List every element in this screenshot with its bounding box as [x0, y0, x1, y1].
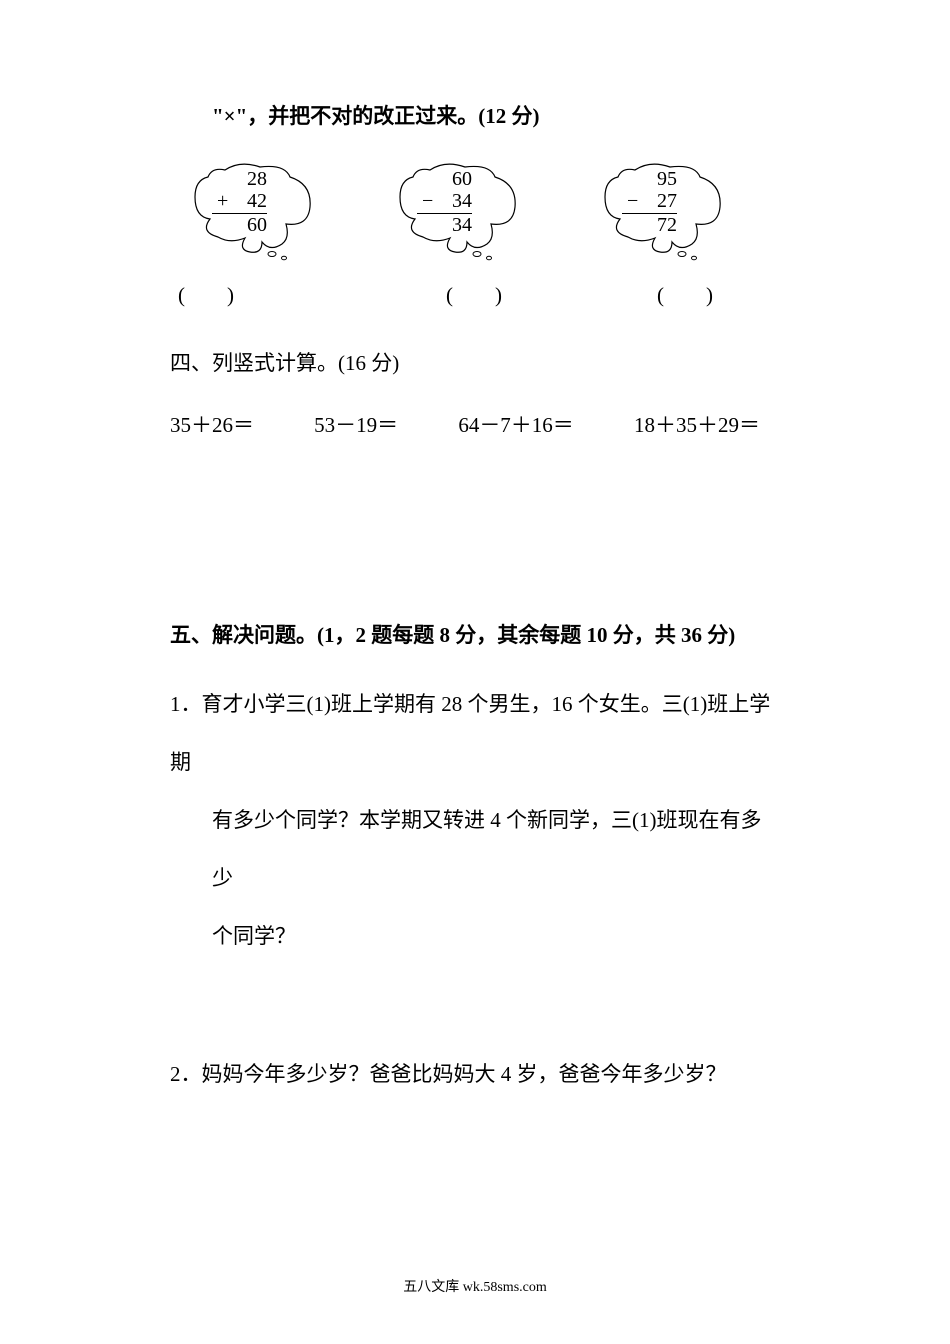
cloud-1-op: +	[217, 190, 235, 212]
calc-a: 35＋26＝	[170, 409, 254, 439]
cloud-3: 95 −27 72	[600, 162, 750, 257]
cloud-1: 28 +42 60	[190, 162, 340, 257]
cloud-2-bot: 34	[440, 214, 472, 236]
cloud-1-math: 28 +42 60	[212, 168, 267, 236]
paren-1: ( )	[178, 279, 348, 309]
parens-row: ( ) ( ) ( )	[170, 279, 780, 309]
cloud-2-math: 60 −34 34	[417, 168, 472, 236]
cloud-1-wrap: 28 +42 60	[190, 162, 370, 257]
question-1-num: 1．	[170, 692, 202, 716]
footer-text: 五八文库 wk.58sms.com	[403, 1280, 547, 1295]
cloud-2: 60 −34 34	[395, 162, 545, 257]
paren-1-r: )	[227, 283, 234, 307]
calc-b: 53－19＝	[314, 409, 398, 439]
calc-c: 64－7＋16＝	[458, 409, 574, 439]
paren-2-l: (	[446, 283, 453, 307]
instruction-tail: "×"，并把不对的改正过来。(12 分)	[170, 100, 780, 130]
cloud-3-bot: 72	[645, 214, 677, 236]
cloud-2-top: 60	[440, 168, 472, 190]
cloud-1-top: 28	[235, 168, 267, 190]
question-2-line-1: 妈妈今年多少岁？爸爸比妈妈大 4 岁，爸爸今年多少岁？	[202, 1062, 727, 1086]
paren-1-gap	[185, 283, 227, 307]
cloud-2-mid: 34	[440, 190, 472, 212]
question-2: 2．妈妈今年多少岁？爸爸比妈妈大 4 岁，爸爸今年多少岁？	[170, 1045, 780, 1103]
section-5-title-text: 五、解决问题。(1，2 题每题 8 分，其余每题 10 分，共 36 分)	[170, 623, 735, 647]
cloud-1-bot: 60	[235, 214, 267, 236]
paren-2: ( )	[389, 279, 559, 309]
section-4-title: 四、列竖式计算。(16 分)	[170, 347, 780, 377]
question-1: 1．育才小学三(1)班上学期有 28 个男生，16 个女生。三(1)班上学期 有…	[170, 675, 780, 965]
cloud-2-wrap: 60 −34 34	[395, 162, 575, 257]
paren-1-l: (	[178, 283, 185, 307]
paren-3: ( )	[600, 279, 770, 309]
paren-3-gap	[664, 283, 706, 307]
paren-2-gap	[453, 283, 495, 307]
instruction-tail-text: "×"，并把不对的改正过来。(12 分)	[212, 104, 540, 128]
footer: 五八文库 wk.58sms.com	[0, 1276, 950, 1296]
cloud-3-top: 95	[645, 168, 677, 190]
section-4-title-text: 四、列竖式计算。(16 分)	[170, 351, 399, 375]
question-1-line-1: 育才小学三(1)班上学期有 28 个男生，16 个女生。三(1)班上学期	[170, 692, 770, 774]
paren-2-r: )	[495, 283, 502, 307]
paren-3-r: )	[706, 283, 713, 307]
question-1-line-2: 有多少个同学？本学期又转进 4 个新同学，三(1)班现在有多少	[170, 791, 780, 907]
calc-d: 18＋35＋29＝	[634, 409, 760, 439]
question-2-num: 2．	[170, 1062, 202, 1086]
paren-3-l: (	[657, 283, 664, 307]
cloud-2-op: −	[422, 190, 440, 212]
cloud-3-mid: 27	[645, 190, 677, 212]
cloud-3-wrap: 95 −27 72	[600, 162, 780, 257]
cloud-3-op: −	[627, 190, 645, 212]
cloud-3-math: 95 −27 72	[622, 168, 677, 236]
section-5-title: 五、解决问题。(1，2 题每题 8 分，其余每题 10 分，共 36 分)	[170, 619, 780, 649]
clouds-row: 28 +42 60 60 −34 34	[170, 162, 780, 257]
calc-row: 35＋26＝ 53－19＝ 64－7＋16＝ 18＋35＋29＝	[170, 409, 780, 439]
cloud-1-mid: 42	[235, 190, 267, 212]
question-1-line-3: 个同学？	[170, 907, 780, 965]
